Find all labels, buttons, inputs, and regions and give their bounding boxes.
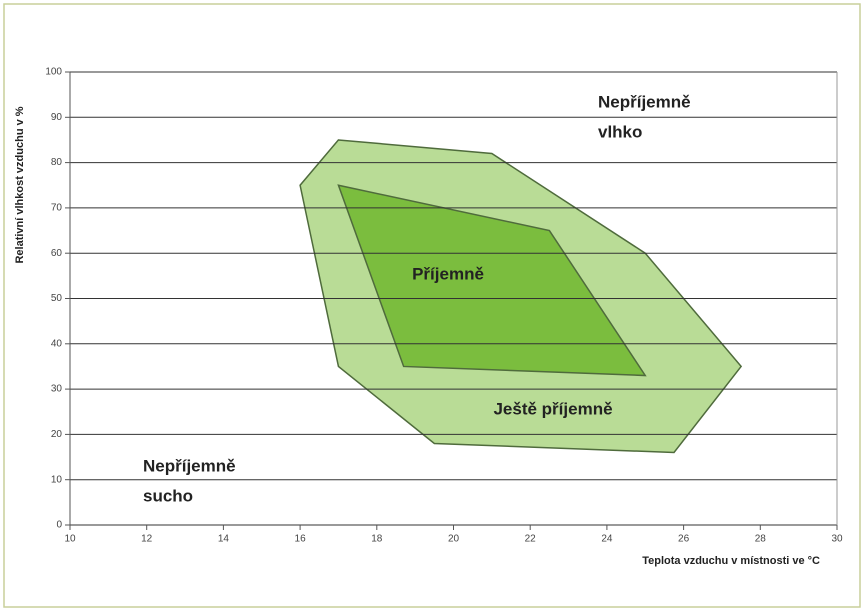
y-axis-title: Relativní vlhkost vzduchu v % [14, 106, 26, 263]
x-tick-label: 26 [678, 534, 690, 545]
zone-label: Příjemně [412, 264, 484, 283]
annotation: Nepříjemně [143, 456, 236, 475]
x-tick-label: 24 [601, 534, 613, 545]
x-tick-label: 28 [755, 534, 767, 545]
y-tick-label: 70 [51, 203, 63, 214]
y-tick-label: 100 [45, 67, 62, 78]
x-tick-label: 18 [371, 534, 383, 545]
y-tick-label: 10 [51, 474, 63, 485]
y-tick-label: 40 [51, 338, 63, 349]
x-tick-label: 20 [448, 534, 460, 545]
y-tick-label: 30 [51, 384, 63, 395]
x-tick-label: 10 [64, 534, 76, 545]
x-axis-title: Teplota vzduchu v místnosti ve °C [642, 555, 820, 567]
zone-label: Ještě příjemně [493, 399, 612, 418]
y-tick-label: 0 [56, 520, 62, 531]
annotation: vlhko [598, 122, 642, 141]
y-tick-label: 80 [51, 157, 63, 168]
y-tick-label: 20 [51, 429, 63, 440]
x-tick-label: 12 [141, 534, 153, 545]
annotation: sucho [143, 486, 193, 505]
annotation: Nepříjemně [598, 92, 691, 111]
y-tick-label: 60 [51, 248, 63, 259]
x-tick-label: 22 [525, 534, 537, 545]
x-tick-label: 16 [295, 534, 307, 545]
zone [337, 184, 647, 377]
y-tick-label: 90 [51, 112, 63, 123]
x-tick-label: 14 [218, 534, 230, 545]
x-tick-label: 30 [831, 534, 843, 545]
y-tick-label: 50 [51, 293, 63, 304]
